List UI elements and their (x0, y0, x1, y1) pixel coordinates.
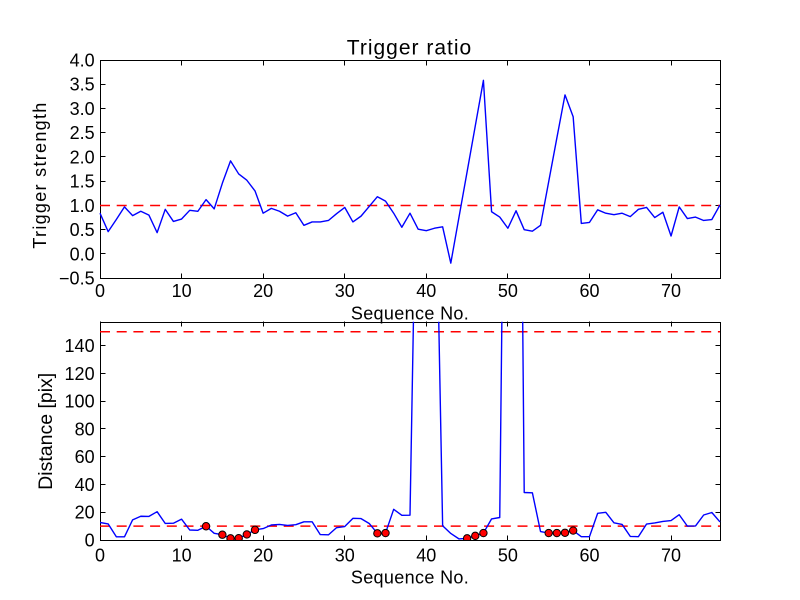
svg-text:60: 60 (579, 545, 599, 565)
svg-text:Trigger strength: Trigger strength (30, 101, 50, 248)
svg-text:2.0: 2.0 (70, 147, 95, 167)
svg-text:20: 20 (253, 545, 273, 565)
svg-text:3.5: 3.5 (70, 75, 95, 95)
svg-text:120: 120 (65, 364, 95, 384)
svg-text:70: 70 (661, 545, 681, 565)
svg-text:60: 60 (579, 281, 599, 301)
svg-text:Trigger ratio: Trigger ratio (347, 37, 472, 60)
svg-text:60: 60 (75, 447, 95, 467)
svg-text:80: 80 (75, 419, 95, 439)
svg-text:50: 50 (498, 281, 518, 301)
svg-text:40: 40 (75, 475, 95, 495)
svg-text:1.0: 1.0 (70, 196, 95, 216)
svg-text:30: 30 (335, 545, 355, 565)
svg-text:2.5: 2.5 (70, 123, 95, 143)
svg-text:70: 70 (661, 281, 681, 301)
svg-text:10: 10 (172, 281, 192, 301)
svg-text:0: 0 (95, 545, 105, 565)
svg-text:0.5: 0.5 (70, 220, 95, 240)
svg-text:20: 20 (253, 281, 273, 301)
svg-text:0.0: 0.0 (70, 244, 95, 264)
svg-text:50: 50 (498, 545, 518, 565)
svg-text:20: 20 (75, 503, 95, 523)
svg-text:40: 40 (416, 281, 436, 301)
svg-text:Sequence No.: Sequence No. (351, 304, 469, 324)
svg-text:4.0: 4.0 (70, 50, 95, 70)
svg-text:0: 0 (95, 281, 105, 301)
svg-text:Sequence No.: Sequence No. (351, 568, 469, 588)
svg-text:30: 30 (335, 281, 355, 301)
svg-text:100: 100 (65, 392, 95, 412)
svg-text:−0.5: −0.5 (59, 269, 95, 289)
svg-text:1.5: 1.5 (70, 172, 95, 192)
svg-text:40: 40 (416, 545, 436, 565)
svg-text:140: 140 (65, 336, 95, 356)
svg-text:0: 0 (85, 530, 95, 550)
svg-text:3.0: 3.0 (70, 99, 95, 119)
svg-text:10: 10 (172, 545, 192, 565)
svg-text:Distance [pix]: Distance [pix] (35, 373, 57, 490)
